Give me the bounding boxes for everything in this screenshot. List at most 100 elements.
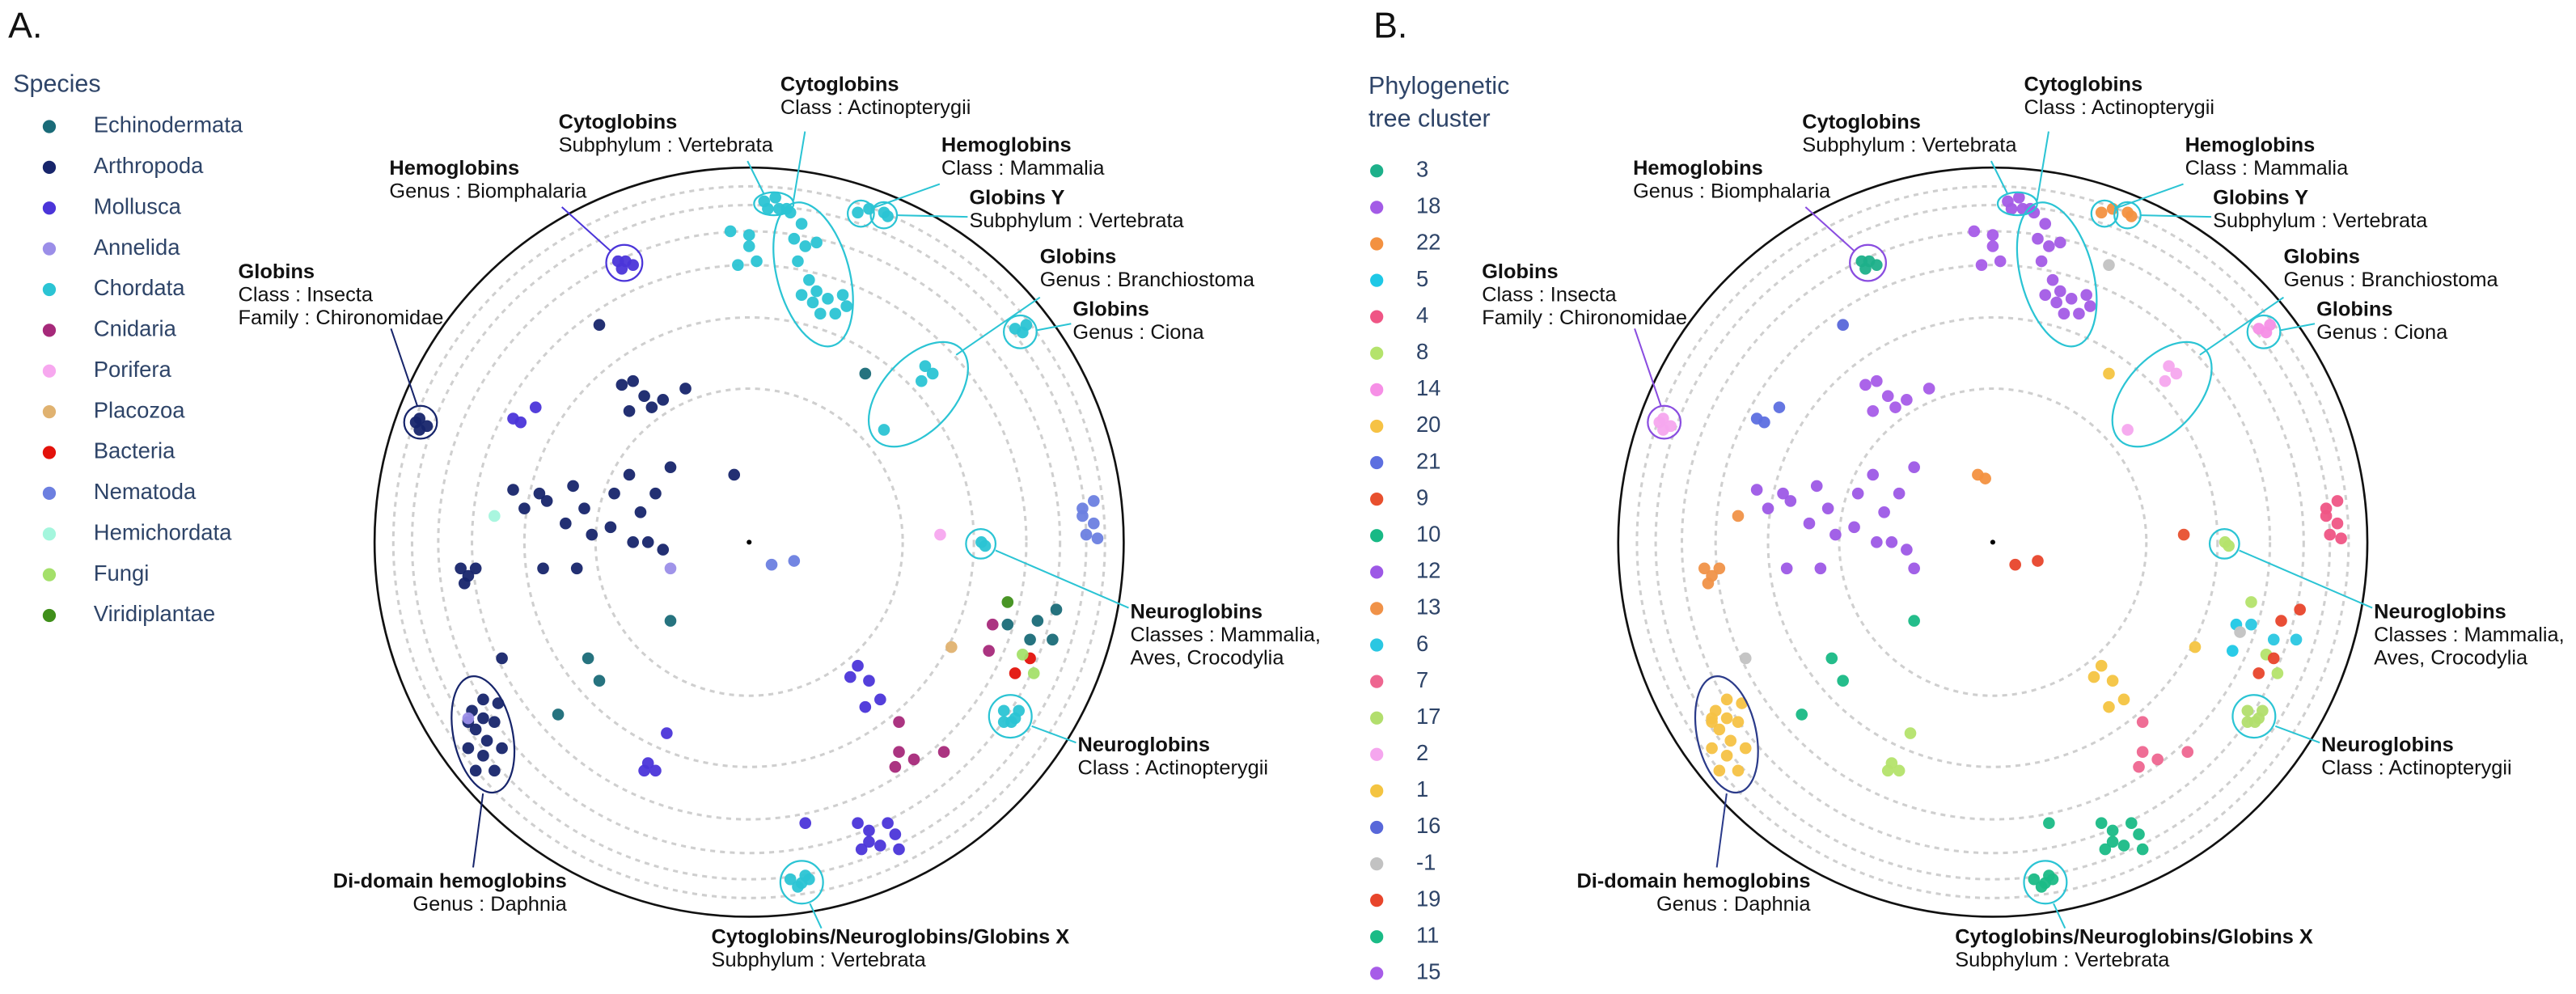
- annotation-text: Genus : Branchiostoma: [2283, 269, 2498, 291]
- point: [2163, 360, 2175, 373]
- point: [1867, 468, 1880, 481]
- point: [1837, 319, 1849, 332]
- point: [863, 824, 875, 837]
- point: [926, 367, 939, 380]
- annotation-title: Neuroglobins: [2374, 600, 2506, 623]
- point: [1780, 562, 1793, 575]
- annotation-ellipse: [988, 694, 1033, 739]
- annotation-title: Globins Y: [2213, 187, 2308, 209]
- annotation-title: Neuroglobins: [1078, 734, 1211, 756]
- point: [2028, 206, 2041, 219]
- point: [2324, 528, 2337, 541]
- point: [742, 240, 755, 252]
- point: [2189, 641, 2202, 654]
- annotation-ellipse: [2246, 314, 2282, 349]
- point: [1080, 528, 1093, 541]
- annotation-ellipse: [847, 199, 875, 228]
- point: [2267, 652, 2280, 665]
- point: [893, 746, 905, 759]
- legend-marker: [42, 160, 57, 174]
- point: [814, 307, 827, 320]
- disk-ring: [522, 315, 975, 768]
- point: [2095, 206, 2108, 219]
- disk-boundary: [1617, 166, 2369, 918]
- point: [2032, 555, 2044, 567]
- point: [2073, 307, 2085, 320]
- point: [623, 468, 636, 481]
- point: [1975, 259, 1988, 271]
- point: [2133, 760, 2145, 773]
- disk-ring: [1714, 264, 2272, 821]
- annotation-ellipse: [2231, 694, 2277, 739]
- disk-ring: [594, 387, 904, 697]
- annotation-leader: [1031, 725, 1077, 744]
- annotation-text: Genus : Daphnia: [1656, 893, 1811, 916]
- legend-marker: [42, 568, 57, 582]
- point: [2117, 840, 2130, 852]
- point: [1901, 394, 1913, 406]
- annotation-text: Subphylum : Vertebrata: [1802, 134, 2017, 157]
- point: [2043, 869, 2055, 882]
- point: [645, 401, 658, 413]
- annotation-text: Class : Insecta: [239, 283, 374, 306]
- point: [469, 562, 482, 575]
- point: [2039, 289, 2052, 302]
- point: [2035, 881, 2048, 893]
- point: [859, 700, 872, 713]
- point: [529, 401, 542, 413]
- point: [1784, 495, 1797, 507]
- point: [615, 379, 628, 391]
- point: [769, 191, 781, 204]
- point: [2106, 675, 2119, 687]
- point: [2028, 873, 2041, 886]
- point: [2046, 273, 2059, 286]
- point: [2103, 700, 2115, 713]
- annotation-ellipse: [403, 404, 438, 440]
- disk-ring: [1654, 204, 2332, 881]
- point: [1810, 480, 1823, 493]
- point: [1657, 424, 1669, 436]
- point: [822, 293, 834, 305]
- annotation-title: Globins: [1072, 298, 1148, 321]
- point: [799, 869, 812, 882]
- legend-label: 15: [1416, 959, 1440, 984]
- point: [784, 206, 797, 219]
- point: [792, 881, 804, 893]
- point: [1908, 461, 1920, 474]
- point: [1088, 495, 1100, 507]
- point: [1986, 240, 1999, 252]
- point: [937, 746, 950, 759]
- legend-label: 7: [1416, 667, 1428, 692]
- legend-marker: [1370, 493, 1384, 506]
- point: [1825, 652, 1838, 665]
- point: [852, 659, 864, 672]
- point: [1821, 502, 1834, 514]
- annotation-ellipse: [965, 527, 997, 560]
- point: [2335, 532, 2347, 545]
- annotation-leader: [2036, 131, 2049, 201]
- point: [664, 615, 677, 627]
- point: [1851, 487, 1864, 500]
- annotation-leader: [2199, 296, 2285, 356]
- annotation-leader: [390, 328, 418, 407]
- point: [2331, 517, 2344, 530]
- point: [477, 712, 489, 725]
- point: [1009, 667, 1022, 679]
- point: [634, 505, 647, 518]
- legend-marker: [1370, 346, 1384, 360]
- legend-marker: [1370, 967, 1384, 980]
- point: [2181, 746, 2194, 759]
- annotation-text: Genus : Ciona: [2316, 321, 2448, 344]
- annotation-title: Globins: [1482, 260, 1558, 283]
- annotation-text: Subphylum : Vertebrata: [1955, 949, 2170, 971]
- legend-marker: [1370, 675, 1384, 688]
- disk-ring: [1635, 184, 2350, 899]
- legend-marker: [1370, 419, 1384, 434]
- annotation-title: Di-domain hemoglobins: [1576, 870, 1810, 893]
- point: [1859, 262, 1872, 275]
- point: [1720, 750, 1733, 762]
- annotation-title: Globins: [239, 260, 315, 283]
- annotation-leader: [995, 549, 1129, 609]
- point: [627, 536, 639, 548]
